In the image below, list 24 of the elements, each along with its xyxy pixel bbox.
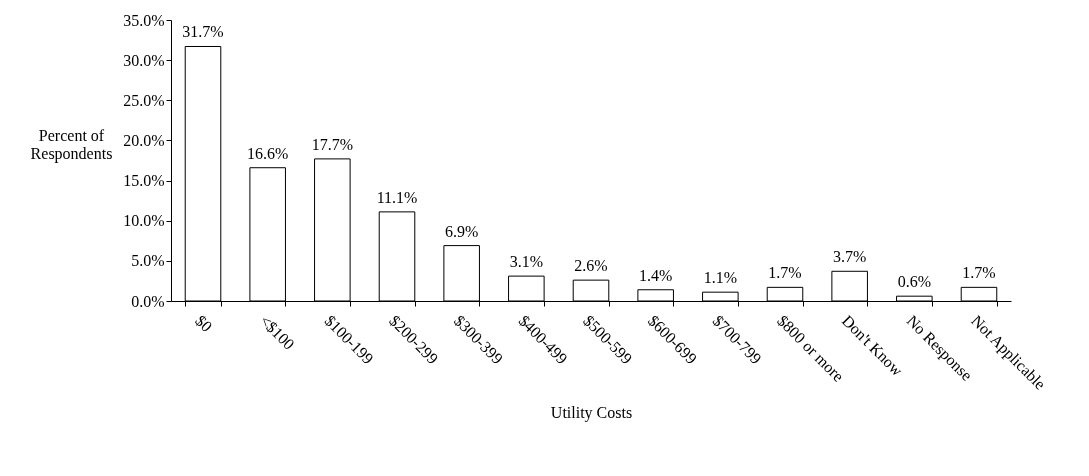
data-label: 6.9% bbox=[445, 222, 479, 240]
data-label: 1.1% bbox=[703, 269, 737, 287]
data-label: 2.6% bbox=[574, 257, 608, 275]
y-tick-label: 0.0% bbox=[131, 292, 165, 310]
x-tick-label: $0 bbox=[192, 311, 216, 336]
data-label: 1.7% bbox=[962, 264, 996, 282]
y-tick-label: 20.0% bbox=[123, 131, 165, 149]
y-tick-label: 30.0% bbox=[123, 51, 165, 69]
y-tick-label: 25.0% bbox=[123, 91, 165, 109]
data-label: 3.1% bbox=[509, 253, 543, 271]
data-label: 11.1% bbox=[376, 188, 418, 206]
y-tick-label: 5.0% bbox=[131, 252, 165, 270]
data-label: 17.7% bbox=[311, 135, 353, 153]
y-tick-label: 10.0% bbox=[123, 212, 165, 230]
data-label: 0.6% bbox=[897, 273, 931, 291]
data-label: 1.4% bbox=[639, 266, 673, 284]
y-axis-title: Percent of Respondents bbox=[30, 126, 113, 163]
y-tick-label: 35.0% bbox=[123, 11, 165, 29]
y-tick-label: 15.0% bbox=[123, 172, 165, 190]
data-label: 3.7% bbox=[833, 248, 867, 266]
data-label: 1.7% bbox=[768, 264, 802, 282]
data-label: 16.6% bbox=[247, 144, 289, 162]
x-axis-title: Utility Costs bbox=[550, 404, 633, 423]
data-label: 31.7% bbox=[182, 23, 224, 41]
